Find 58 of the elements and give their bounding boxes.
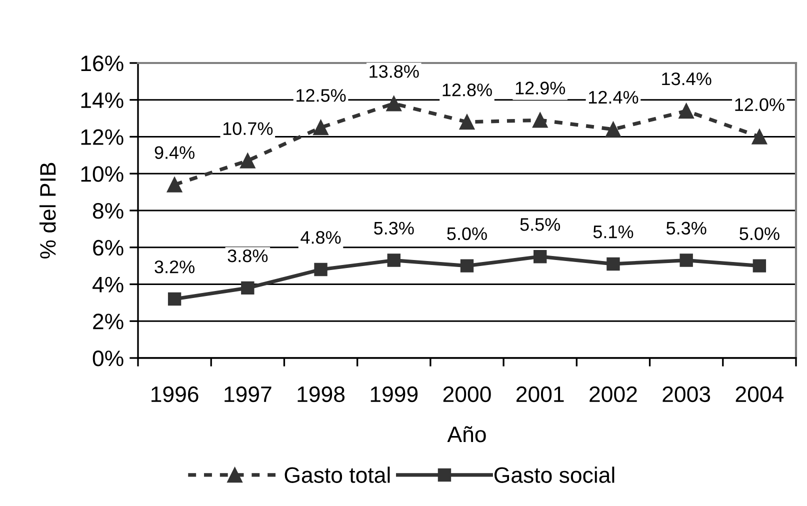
y-tick-label: 14% [81, 92, 124, 108]
point [532, 112, 548, 128]
data-label: 10.7% [223, 122, 273, 136]
x-axis-title: Año [447, 426, 486, 442]
point [387, 254, 400, 267]
data-label: 9.4% [154, 146, 194, 159]
y-tick-label: 2% [93, 314, 124, 330]
x-tick-label: 2000 [443, 386, 491, 402]
data-label: 5.1% [593, 226, 634, 238]
x-tick-label: 1999 [370, 386, 418, 402]
x-tick-label: 1996 [152, 386, 198, 402]
data-label: 13.8% [370, 65, 419, 78]
point [314, 262, 328, 276]
y-tick-label: 8% [92, 203, 124, 219]
point [534, 250, 547, 264]
y-tick-label: 12% [81, 129, 124, 145]
data-label: 13.4% [662, 72, 712, 86]
data-label: 12.4% [589, 90, 638, 104]
point [606, 122, 621, 138]
y-tick-label: 4% [92, 276, 124, 292]
point [680, 254, 693, 267]
data-label: 4.8% [300, 231, 341, 244]
data-label: 5.3% [666, 222, 706, 235]
x-tick-label: 2002 [590, 386, 637, 402]
y-axis-title: % del PIB [39, 162, 56, 258]
x-tick-label: 2004 [736, 386, 784, 402]
y-tick-label: 6% [93, 240, 124, 256]
point [678, 103, 694, 119]
point [459, 114, 475, 130]
x-tick-label: 1997 [224, 386, 272, 402]
point [240, 153, 256, 168]
data-label: 3.8% [228, 249, 268, 262]
point [606, 257, 620, 271]
point [241, 281, 254, 295]
point [752, 259, 766, 272]
data-label: 12.8% [442, 84, 492, 96]
point [168, 292, 182, 306]
point [313, 120, 328, 136]
data-label: 5.3% [374, 222, 414, 235]
data-label: 12.0% [735, 98, 784, 112]
legend-label: Gasto social [494, 466, 614, 483]
data-label: 12.9% [516, 82, 566, 94]
point [166, 177, 182, 192]
data-label: 5.0% [447, 227, 487, 240]
data-label: 12.5% [296, 89, 346, 102]
data-label: 5.5% [520, 218, 560, 231]
y-tick-label: 16% [81, 56, 124, 72]
data-label: 3.2% [154, 260, 194, 274]
point [386, 96, 402, 112]
x-tick-label: 1998 [298, 386, 345, 402]
point [460, 259, 474, 272]
y-tick-label: 0% [92, 350, 124, 366]
x-tick-label: 2001 [516, 386, 564, 402]
legend-label: Gasto total [284, 466, 390, 483]
y-tick-label: 10% [81, 166, 124, 182]
x-tick-label: 2003 [662, 386, 710, 402]
point [752, 129, 768, 144]
data-label: 5.0% [740, 227, 780, 240]
